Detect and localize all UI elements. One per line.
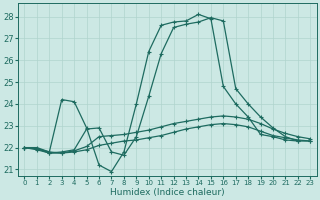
X-axis label: Humidex (Indice chaleur): Humidex (Indice chaleur): [110, 188, 225, 197]
